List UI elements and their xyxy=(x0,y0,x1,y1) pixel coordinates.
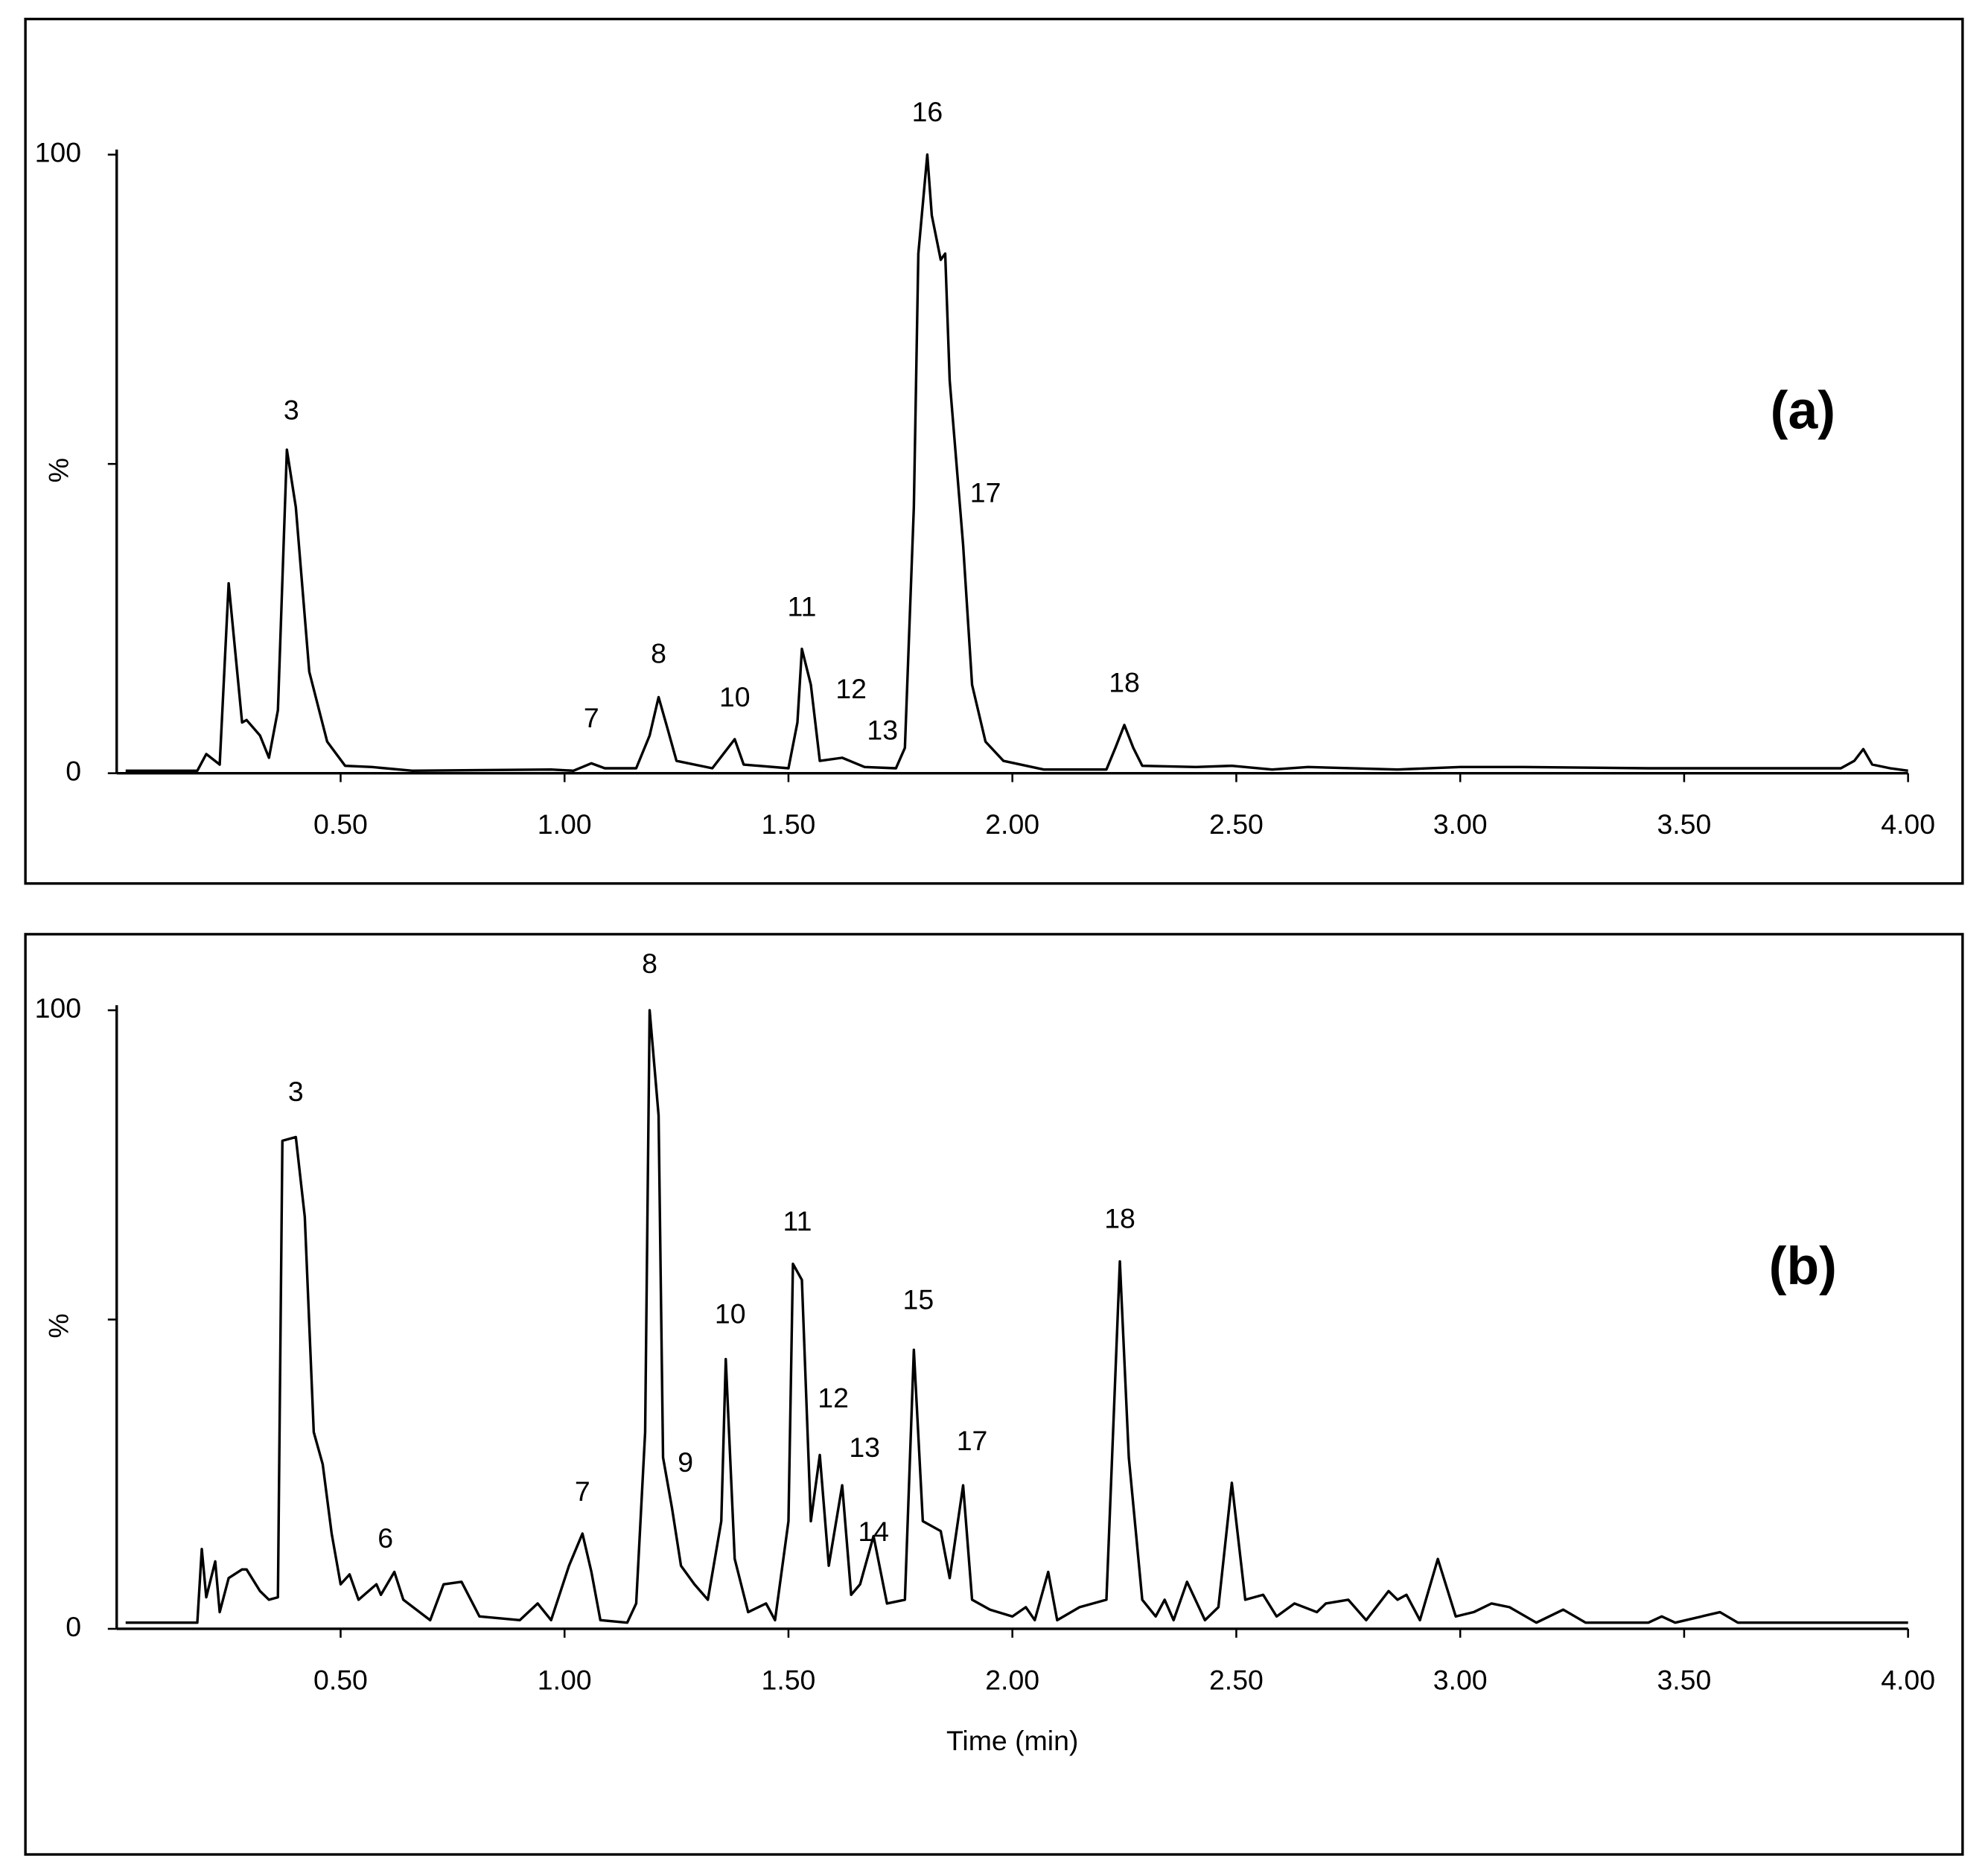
y-tick-label: 100 xyxy=(35,137,81,168)
peak-label: 10 xyxy=(715,1298,746,1329)
x-tick-label: 3.50 xyxy=(1657,808,1711,840)
chromatogram-trace xyxy=(125,153,1908,773)
x-tick-label: 2.00 xyxy=(985,808,1039,840)
x-tick-label: 1.00 xyxy=(538,1664,592,1695)
x-tick-label: 2.50 xyxy=(1209,1664,1264,1695)
peak-label: 10 xyxy=(719,681,751,712)
y-tick-label: 100 xyxy=(35,992,81,1024)
x-tick-label: 2.50 xyxy=(1209,808,1264,840)
peak-label: 9 xyxy=(678,1446,693,1478)
x-axis-label: Time (min) xyxy=(946,1725,1078,1756)
panel-frame xyxy=(24,17,1964,885)
panel-frame xyxy=(24,933,1964,1856)
y-axis-label: % xyxy=(43,1313,74,1338)
peak-label: 3 xyxy=(288,1076,304,1107)
peak-label: 11 xyxy=(783,1205,812,1237)
peak-label: 8 xyxy=(642,948,657,979)
x-tick-label: 1.00 xyxy=(538,808,592,840)
panel-label: (b) xyxy=(1769,1237,1837,1296)
peak-label: 13 xyxy=(849,1432,880,1463)
peak-label: 18 xyxy=(1109,667,1140,698)
x-tick-label: 3.00 xyxy=(1433,808,1488,840)
x-tick-label: 1.50 xyxy=(762,1664,816,1695)
peak-label: 7 xyxy=(575,1475,590,1507)
peak-label: 6 xyxy=(377,1522,393,1554)
x-tick-label: 1.50 xyxy=(762,808,816,840)
x-tick-label: 0.50 xyxy=(313,808,368,840)
x-tick-label: 4.00 xyxy=(1881,1664,1935,1695)
chromatogram-trace xyxy=(125,1009,1908,1624)
peak-label: 7 xyxy=(584,702,599,733)
x-tick-label: 0.50 xyxy=(313,1664,368,1695)
peak-label: 3 xyxy=(284,394,299,425)
x-tick-label: 4.00 xyxy=(1881,808,1935,840)
x-tick-label: 3.50 xyxy=(1657,1664,1711,1695)
x-tick-label: 2.00 xyxy=(985,1664,1039,1695)
panel-label: (a) xyxy=(1771,381,1835,441)
peak-label: 18 xyxy=(1104,1202,1135,1234)
peak-label: 8 xyxy=(651,638,666,669)
peak-label: 11 xyxy=(788,591,817,622)
peak-label: 12 xyxy=(835,673,867,704)
peak-label: 15 xyxy=(903,1283,934,1315)
y-axis-label: % xyxy=(43,458,74,482)
x-tick-label: 3.00 xyxy=(1433,1664,1488,1695)
peak-label: 16 xyxy=(912,96,943,127)
y-tick-label: 0 xyxy=(66,1611,81,1642)
peak-label: 12 xyxy=(818,1382,849,1413)
peak-label: 17 xyxy=(957,1425,988,1456)
peak-label: 17 xyxy=(970,477,1001,508)
peak-label: 14 xyxy=(858,1516,889,1547)
peak-label: 13 xyxy=(867,715,898,746)
y-tick-label: 0 xyxy=(66,756,81,787)
